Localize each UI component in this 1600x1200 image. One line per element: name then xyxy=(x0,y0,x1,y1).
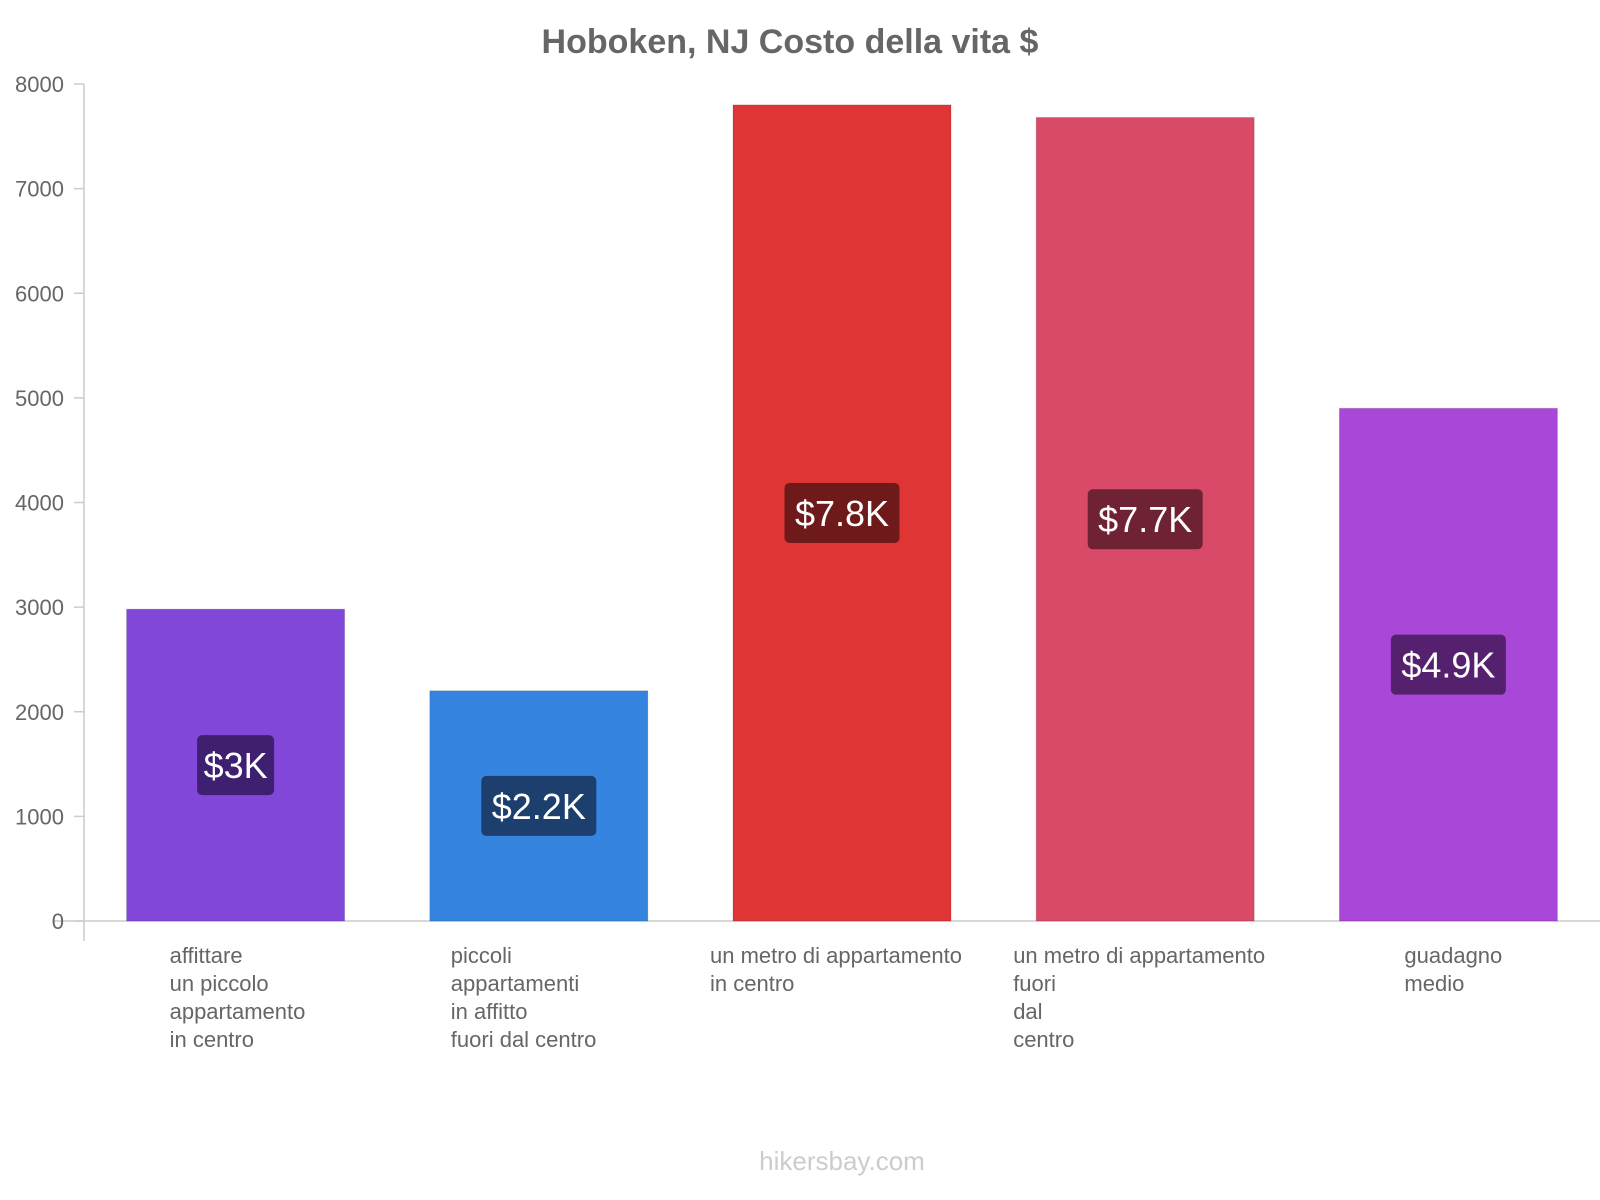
data-label-bg xyxy=(1390,634,1506,695)
data-label-bg xyxy=(784,482,900,543)
x-tick-label: appartamento xyxy=(170,999,306,1024)
data-label-bg xyxy=(197,735,275,796)
data-label: $2.2K xyxy=(492,786,586,827)
x-tick-label: dal xyxy=(1013,999,1042,1024)
x-tick-label: un metro di appartamento xyxy=(1013,943,1265,968)
data-label-bg xyxy=(1087,489,1203,550)
x-tick-label: appartamenti xyxy=(451,971,579,996)
x-axis-labels: affittare un piccolo appartamento in centro… xyxy=(170,943,1503,1052)
x-tick-label: centro xyxy=(1013,1027,1074,1052)
x-tick-label: medio xyxy=(1404,971,1464,996)
y-tick-label: 6000 xyxy=(15,281,64,306)
y-tick-label: 2000 xyxy=(15,700,64,725)
data-label: $4.9K xyxy=(1401,645,1495,686)
x-tick-label: in centro xyxy=(170,1027,254,1052)
y-tick-label: 1000 xyxy=(15,804,64,829)
x-tick-label: guadagno xyxy=(1404,943,1502,968)
x-tick-label: fuori dal centro xyxy=(451,1027,597,1052)
y-tick-label: 5000 xyxy=(15,386,64,411)
x-tick-label: un piccolo xyxy=(170,971,269,996)
data-label-bg xyxy=(481,775,597,836)
y-tick-label: 7000 xyxy=(15,177,64,202)
x-tick-label: piccoli xyxy=(451,943,512,968)
y-tick-label: 8000 xyxy=(15,72,64,97)
y-tick-label: 0 xyxy=(52,909,64,934)
y-tick-label: 4000 xyxy=(15,491,64,516)
data-label: $3K xyxy=(204,745,268,786)
x-tick-label: in centro xyxy=(710,971,794,996)
x-tick-label: un metro di appartamento xyxy=(710,943,962,968)
data-label: $7.7K xyxy=(1098,499,1192,540)
y-tick-label: 3000 xyxy=(15,595,64,620)
watermark: hikersbay.com xyxy=(759,1146,925,1176)
data-labels: $3K $2.2K $7.8K $7.7K $4.9K xyxy=(197,482,1506,836)
x-tick-label: affittare xyxy=(170,943,243,968)
x-tick-label: fuori xyxy=(1013,971,1056,996)
data-label: $7.8K xyxy=(795,493,889,534)
x-tick-label: in affitto xyxy=(451,999,528,1024)
chart-title: Hoboken, NJ Costo della vita $ xyxy=(542,23,1039,61)
